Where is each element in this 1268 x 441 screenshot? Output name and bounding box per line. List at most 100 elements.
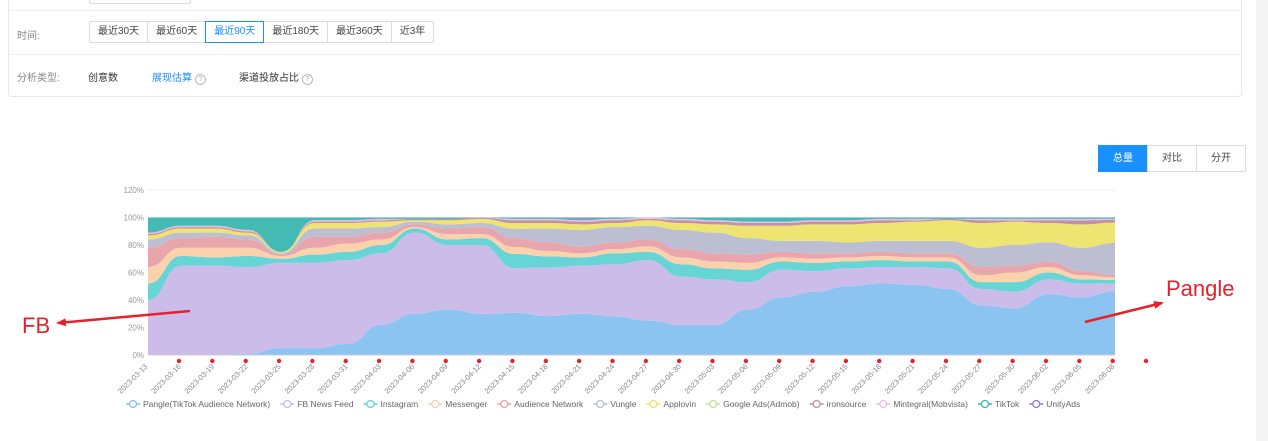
date-marker-dot xyxy=(710,358,715,364)
area-series-tiktok[interactable] xyxy=(148,217,1115,252)
legend-item[interactable]: UnityAds xyxy=(1029,399,1080,409)
date-marker-dot xyxy=(676,358,682,364)
area-series-fb-news-feed[interactable] xyxy=(148,232,1115,355)
date-marker-dot xyxy=(1043,358,1049,364)
x-tick-label: 2023-04-09 xyxy=(416,362,449,395)
analysis-option-impression-estimate[interactable]: 展现估算? xyxy=(152,69,206,85)
legend-marker-icon xyxy=(649,399,658,409)
legend-label: ironsource xyxy=(827,399,867,409)
x-tick-label: 2023-05-24 xyxy=(916,362,949,395)
x-tick-label: 2023-06-02 xyxy=(1016,362,1049,395)
legend-item[interactable]: TikTok xyxy=(977,399,1020,409)
legend-marker-icon xyxy=(1032,399,1041,409)
legend-item[interactable]: ironsource xyxy=(809,399,867,409)
x-tick-label: 2023-06-08 xyxy=(1083,362,1116,395)
date-marker-dot xyxy=(643,358,649,364)
time-option-3y[interactable]: 近3年 xyxy=(390,21,435,43)
area-series-audience-network[interactable] xyxy=(148,224,1115,278)
x-tick-label: 2023-05-30 xyxy=(983,362,1016,395)
y-tick-label: 80% xyxy=(128,241,144,250)
date-marker-dot xyxy=(743,358,749,364)
y-tick-label: 120% xyxy=(124,186,144,195)
legend-item[interactable]: Vungle xyxy=(593,399,637,409)
area-series-pangle-tiktok-audience-network[interactable] xyxy=(148,283,1115,356)
date-marker-dot xyxy=(310,358,315,364)
legend-label: Applovin xyxy=(663,399,696,409)
time-range-selector: 最近30天 最近60天 最近90天 最近180天 最近360天 近3年 xyxy=(89,21,435,43)
analysis-option-creative-count[interactable]: 创意数 xyxy=(88,69,118,84)
x-tick-label: 2023-04-24 xyxy=(583,362,616,395)
legend-marker-icon xyxy=(596,399,605,409)
x-tick-label: 2023-04-27 xyxy=(616,362,649,395)
x-tick-label: 2023-05-09 xyxy=(749,362,782,395)
truncated-filter-control[interactable] xyxy=(89,0,191,4)
legend-item[interactable]: Applovin xyxy=(646,399,696,409)
legend-label: Vungle xyxy=(610,399,636,409)
date-marker-dot xyxy=(877,358,882,364)
x-tick-label: 2023-05-21 xyxy=(883,362,916,395)
scrollbar-track[interactable] xyxy=(1256,0,1268,441)
legend-item[interactable]: Messenger xyxy=(428,399,487,409)
x-tick-label: 2023-03-19 xyxy=(183,362,216,395)
x-tick-label: 2023-04-21 xyxy=(549,362,582,395)
x-tick-label: 2023-03-25 xyxy=(249,362,282,395)
legend-marker-icon xyxy=(812,399,821,409)
legend-item[interactable]: Instagram xyxy=(363,399,418,409)
x-tick-label: 2023-04-18 xyxy=(516,362,549,395)
view-mode-selector: 总量 对比 分开 xyxy=(1098,145,1246,172)
filter-panel xyxy=(8,0,1242,97)
legend-item[interactable]: Google Ads(Admob) xyxy=(706,399,800,409)
date-marker-dot xyxy=(210,358,215,364)
help-icon[interactable]: ? xyxy=(302,74,313,85)
legend-item[interactable]: FB News Feed xyxy=(280,399,354,409)
fb-annotation-label: FB xyxy=(22,313,50,338)
time-label: 时间: xyxy=(17,31,40,42)
area-series-messenger[interactable] xyxy=(148,227,1115,284)
legend-label: TikTok xyxy=(995,399,1020,409)
date-marker-dot xyxy=(1143,358,1149,364)
x-tick-label: 2023-03-16 xyxy=(149,362,182,395)
view-mode-split[interactable]: 分开 xyxy=(1196,145,1246,172)
x-tick-label: 2023-04-06 xyxy=(383,362,416,395)
x-tick-label: 2023-04-12 xyxy=(449,362,482,395)
date-marker-dot xyxy=(410,358,415,364)
time-option-60d[interactable]: 最近60天 xyxy=(147,21,207,43)
x-tick-label: 2023-03-13 xyxy=(116,362,149,395)
legend-label: UnityAds xyxy=(1046,399,1080,409)
y-tick-label: 40% xyxy=(128,296,144,305)
x-tick-label: 2023-03-22 xyxy=(216,362,249,395)
area-series-vungle[interactable] xyxy=(148,221,1115,275)
area-series-ironsource[interactable] xyxy=(148,217,1115,252)
date-marker-dot xyxy=(1077,358,1082,364)
legend-label: Pangle(TikTok Audience Network) xyxy=(143,399,270,409)
view-mode-total[interactable]: 总量 xyxy=(1098,145,1148,172)
analysis-type-label: 分析类型: xyxy=(17,73,60,84)
date-marker-dot xyxy=(443,358,448,364)
date-marker-dot xyxy=(376,358,382,364)
analysis-option-label: 展现估算 xyxy=(152,73,192,84)
help-icon[interactable]: ? xyxy=(195,74,206,85)
date-marker-dot xyxy=(777,358,782,364)
date-marker-dot xyxy=(276,358,282,364)
x-tick-label: 2023-06-05 xyxy=(1050,362,1083,395)
legend-marker-icon xyxy=(128,399,138,409)
legend-label: Messenger xyxy=(445,399,487,409)
analysis-option-channel-share[interactable]: 渠道投放占比? xyxy=(239,69,313,85)
legend-marker-icon xyxy=(283,399,292,409)
x-tick-label: 2023-05-18 xyxy=(850,362,883,395)
legend-label: FB News Feed xyxy=(297,399,353,409)
legend-marker-icon xyxy=(980,399,990,409)
legend-item[interactable]: Mintegral(Mobvista) xyxy=(876,399,968,409)
date-marker-dot xyxy=(810,358,815,364)
area-series-instagram[interactable] xyxy=(148,228,1115,301)
legend-label: Instagram xyxy=(380,399,418,409)
x-tick-label: 2023-04-15 xyxy=(483,362,516,395)
legend-label: Mintegral(Mobvista) xyxy=(893,399,968,409)
time-option-90d[interactable]: 最近90天 xyxy=(205,21,265,43)
analysis-option-label: 渠道投放占比 xyxy=(239,73,299,84)
area-series-applovin[interactable] xyxy=(148,218,1115,254)
time-option-30d[interactable]: 最近30天 xyxy=(89,21,149,43)
x-tick-label: 2023-03-31 xyxy=(316,362,349,395)
legend-item[interactable]: Audience Network xyxy=(497,399,584,409)
legend-item[interactable]: Pangle(TikTok Audience Network) xyxy=(126,399,270,409)
